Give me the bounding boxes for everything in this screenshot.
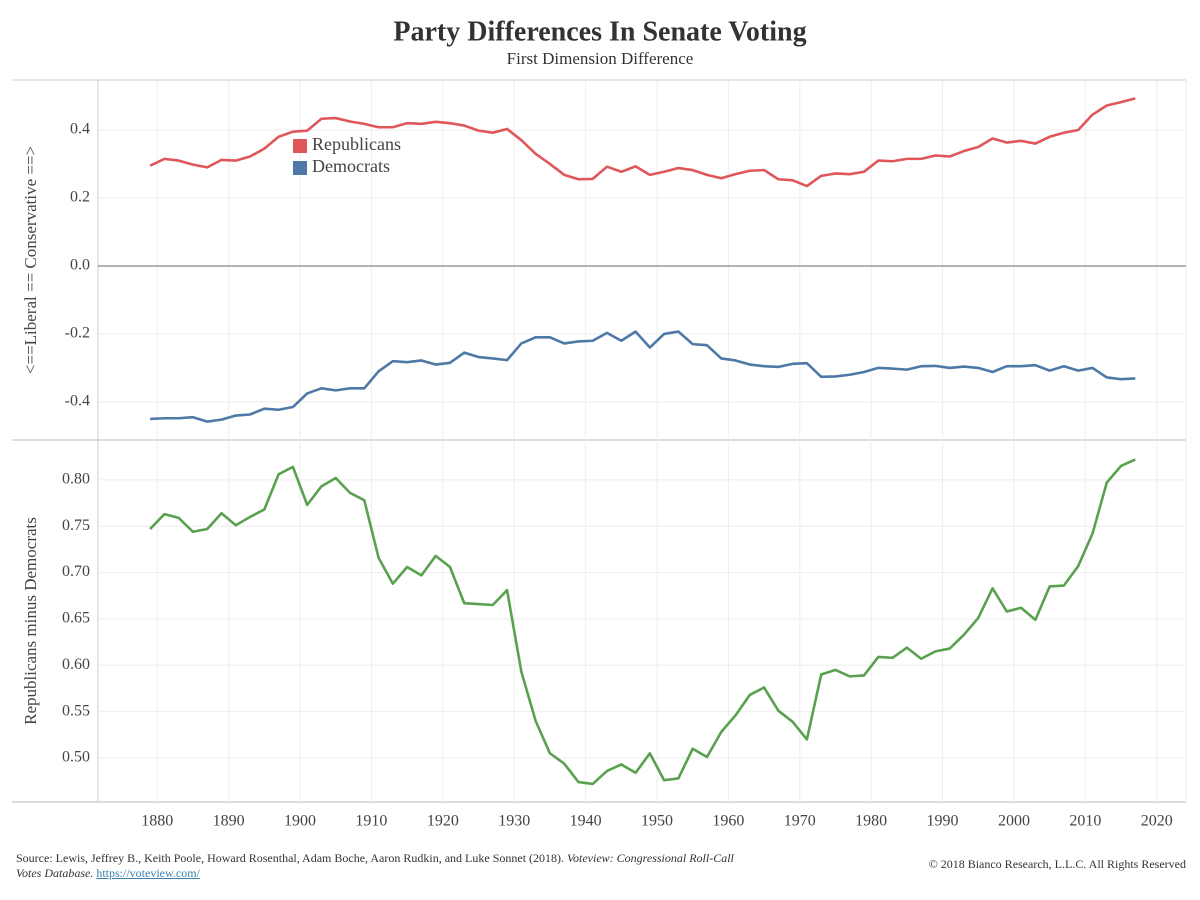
y-tick-label: 0.60 [62,656,90,673]
x-tick-label: 1900 [284,813,316,830]
source-note: Source: Lewis, Jeffrey B., Keith Poole, … [16,851,736,881]
x-tick-label: 1960 [712,813,744,830]
y-axis-title: Republicans minus Democrats [21,517,40,725]
legend-label: Republicans [312,134,401,154]
x-tick-label: 2020 [1141,813,1173,830]
y-tick-label: 0.65 [62,610,90,627]
series-line [149,458,1136,786]
x-tick-label: 1890 [213,813,245,830]
x-tick-label: 1980 [855,813,887,830]
source-link[interactable]: https://voteview.com/ [96,866,200,880]
x-tick-label: 2010 [1069,813,1101,830]
x-tick-label: 1990 [927,813,959,830]
y-tick-label: 0.4 [70,121,90,138]
x-tick-label: 1940 [570,813,602,830]
x-tick-label: 2000 [998,813,1030,830]
chart-title: Party Differences In Senate Voting [393,16,806,47]
y-tick-label: -0.4 [65,393,90,410]
y-tick-label: 0.80 [62,471,90,488]
y-axis-title: <==Liberal == Conservative ==> [21,146,40,374]
y-tick-label: 0.70 [62,563,90,580]
chart-subtitle: First Dimension Difference [507,49,694,68]
x-tick-label: 1920 [427,813,459,830]
x-tick-label: 1880 [141,813,173,830]
y-tick-label: 0.50 [62,749,90,766]
series-line [150,330,1136,423]
x-tick-label: 1910 [355,813,387,830]
x-tick-label: 1950 [641,813,673,830]
copyright: © 2018 Bianco Research, L.L.C. All Right… [928,857,1186,871]
source-title: Voteview: Congressional Roll-Call Votes … [16,851,734,880]
legend-swatch [293,139,307,153]
y-tick-label: -0.2 [65,325,90,342]
x-tick-label: 1970 [784,813,816,830]
y-tick-label: 0.55 [62,702,90,719]
y-tick-label: 0.0 [70,257,90,274]
source-text: Source: Lewis, Jeffrey B., Keith Poole, … [16,851,568,865]
series-line [149,97,1136,188]
legend-swatch [293,161,307,175]
legend-label: Democrats [312,156,390,176]
x-tick-label: 1930 [498,813,530,830]
y-tick-label: 0.75 [62,517,90,534]
y-tick-label: 0.2 [70,189,90,206]
